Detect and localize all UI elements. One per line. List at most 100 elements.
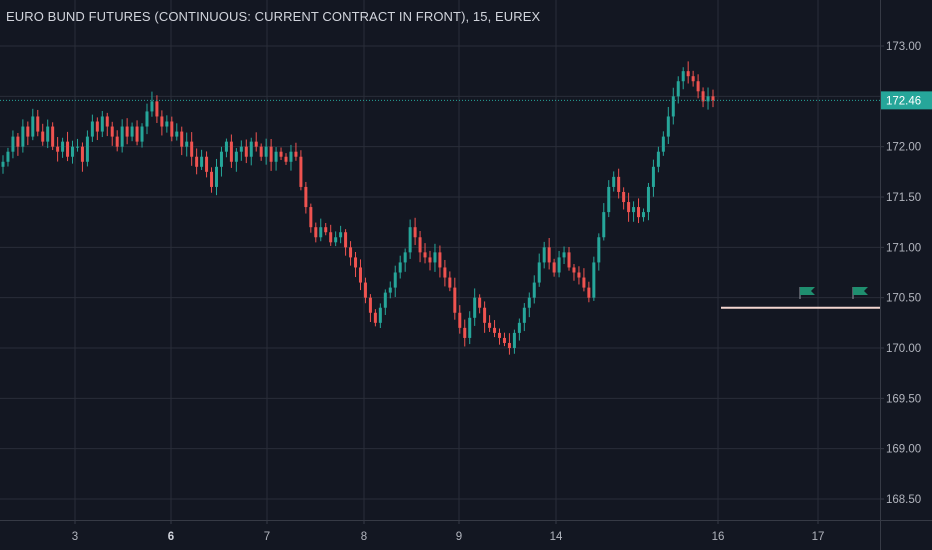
candle-body [324,227,328,233]
flag-cloth [800,287,815,295]
candle [354,251,358,278]
candle-body [358,267,362,283]
candle [120,119,124,153]
candle [522,303,526,332]
candle [632,201,636,222]
candle-body [641,212,645,218]
candle-body [706,96,710,102]
last-price-tag: 172.46 [881,91,932,110]
candle-body [373,312,377,323]
candle [314,222,318,243]
candle [284,153,288,165]
candle [155,95,159,123]
candle [71,140,75,164]
candle [612,171,616,192]
candle [304,181,308,214]
candle [16,133,20,156]
candle [706,87,710,110]
candle-body [309,207,313,228]
candle [443,259,447,287]
candle-body [478,297,482,308]
candle [627,192,631,222]
candle [646,182,650,221]
x-tick-label: 14 [550,531,563,543]
candle [264,138,268,165]
candle-body [160,116,164,127]
candle-body [632,207,636,213]
candle-body [219,151,223,167]
candle-body [542,247,546,263]
candle [344,229,348,256]
candle [527,292,531,318]
candle [656,146,660,173]
candle-body [403,252,407,263]
candle [671,87,675,125]
candle-body [532,282,536,298]
candle [1,155,5,174]
candle-body [229,141,233,162]
candle-body [289,151,293,162]
candle-body [299,156,303,187]
candle [75,138,79,152]
candle-body [56,146,60,152]
candle [478,294,482,314]
candle [219,146,223,177]
candle-body [562,252,566,258]
candle [135,120,139,146]
candle-body [155,101,159,117]
x-tick-label: 9 [456,531,462,543]
candle [254,132,258,152]
candle [150,91,154,117]
candle [552,258,556,277]
candle-body [552,262,556,273]
candle [711,89,715,108]
candle-body [195,156,199,167]
candle-body [80,146,84,162]
candle [115,130,119,152]
last-price-tag-bg [881,91,932,110]
candle [210,167,214,193]
candle [234,148,238,172]
chart-title: EURO BUND FUTURES (CONTINUOUS: CURRENT C… [6,9,541,24]
candle-body [527,297,531,308]
candle-body [71,146,75,157]
candle [363,277,367,304]
candle [309,203,313,233]
candle-body [686,71,690,77]
candle-body [36,116,40,132]
candle-body [170,121,174,137]
candle-body [498,332,502,338]
candle [622,187,626,210]
candle [279,147,283,161]
candle-body [463,327,467,338]
candle [517,318,521,341]
time-axis[interactable]: 3 6 7 8 9 14 16 17 [72,520,825,543]
candle-body [46,126,50,142]
candle [641,208,645,222]
candle [46,119,50,149]
candle-body [349,247,353,258]
candle [165,115,169,133]
candle [269,138,273,171]
candle-body [274,151,278,162]
candle-body [51,126,55,147]
candle-body [319,227,323,238]
price-axis[interactable]: 173.00172.50172.00171.50171.00170.50170.… [880,41,932,506]
candle [597,233,601,271]
y-tick-label: 173.00 [886,41,921,53]
candle-body [41,131,45,142]
candle-body [557,257,561,273]
candle [11,130,15,159]
candle [26,121,30,146]
candle [95,117,99,141]
candle-body [488,322,492,328]
candle-body [612,176,616,187]
candle-body [433,252,437,263]
candle [572,264,576,281]
candle-body [239,146,243,152]
candle [329,224,333,246]
candle [433,243,437,272]
flag-marker-icon [799,287,815,299]
